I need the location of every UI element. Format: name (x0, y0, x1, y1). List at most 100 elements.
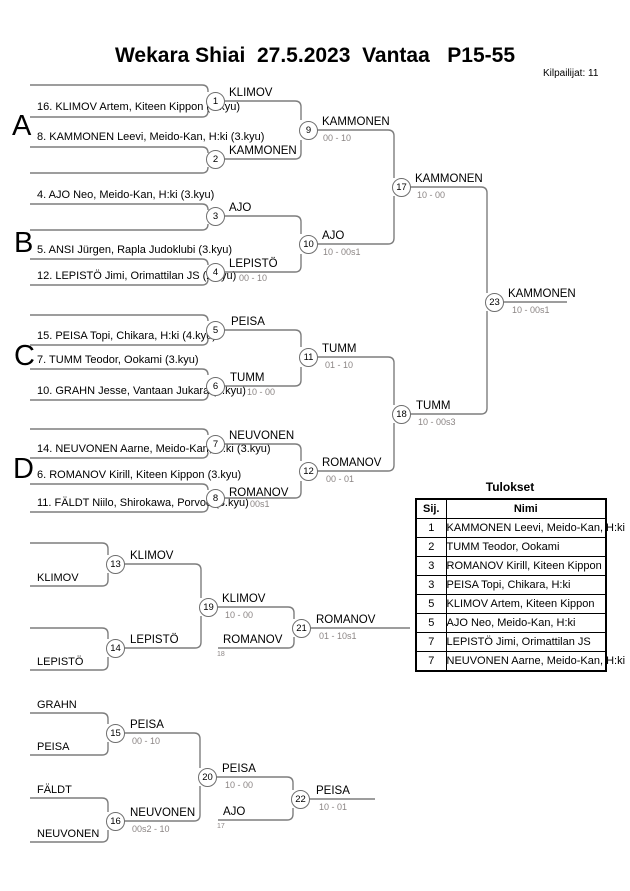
result-name: ROMANOV Kirill, Kiteen Kippon (445, 556, 607, 576)
pool-label-d: D (13, 453, 34, 485)
result-row-2: 2 TUMM Teodor, Ookami (415, 537, 607, 557)
pool-label-c: C (14, 340, 35, 372)
match-15-circle: 15 (106, 724, 125, 743)
repechage-feed-ajo-source: 17 (217, 823, 225, 830)
match-6-winner: TUMM (230, 372, 265, 384)
results-table: Sij. Nimi 1 KAMMONEN Leevi, Meido-Kan, H… (415, 498, 625, 672)
match-9-winner: KAMMONEN (322, 116, 390, 128)
match-16-circle: 16 (106, 812, 125, 831)
match-23-winner: KAMMONEN (508, 288, 576, 300)
entrant-ansi: 5. ANSI Jürgen, Rapla Judoklubi (3.kyu) (37, 244, 233, 256)
entrant-faldt: 11. FÄLDT Niilo, Shirokawa, Porvoo (3.ky… (37, 497, 249, 509)
match-18-winner: TUMM (416, 400, 451, 412)
result-row-7: 7 LEPISTÖ Jimi, Orimattilan JS (415, 632, 607, 652)
entrant-grahn: 10. GRAHN Jesse, Vantaan Jukara (4.kyu) (37, 385, 246, 397)
match-5-winner: PEISA (231, 316, 265, 328)
match-16-score: 00s2 - 10 (132, 824, 170, 834)
entrant-romanov: 6. ROMANOV Kirill, Kiteen Kippon (3.kyu) (37, 469, 242, 481)
entrant-peisa: 15. PEISA Topi, Chikara, H:ki (4.kyu) (37, 330, 216, 342)
match-11-winner: TUMM (322, 343, 357, 355)
match-1-winner: KLIMOV (229, 87, 273, 99)
competitors-count: Kilpailijat: 11 (543, 68, 599, 79)
result-row-3: 3 ROMANOV Kirill, Kiteen Kippon (415, 556, 607, 576)
match-14-winner: LEPISTÖ (130, 634, 179, 646)
match-8-circle: 8 (206, 489, 225, 508)
match-15-winner: PEISA (130, 719, 164, 731)
match-11-circle: 11 (299, 348, 318, 367)
repechage-entrant-grahn: GRAHN (37, 699, 77, 711)
match-19-circle: 19 (199, 598, 218, 617)
repechage-entrant-neuvonen: NEUVONEN (37, 828, 100, 840)
match-17-winner: KAMMONEN (415, 173, 483, 185)
match-9-circle: 9 (299, 121, 318, 140)
match-10-score: 10 - 00s1 (323, 247, 361, 257)
entrant-ajo: 4. AJO Neo, Meido-Kan, H:ki (3.kyu) (37, 189, 215, 201)
result-row-8: 7 NEUVONEN Aarne, Meido-Kan, H:ki (415, 651, 625, 672)
match-13-winner: KLIMOV (130, 550, 174, 562)
match-9-score: 00 - 10 (323, 133, 352, 143)
match-8-score: 00s1 (250, 499, 270, 509)
match-18-score: 10 - 00s3 (418, 417, 456, 427)
match-16-winner: NEUVONEN (130, 807, 196, 819)
repechage-feed-romanov-source: 18 (217, 651, 225, 658)
match-4-circle: 4 (206, 263, 225, 282)
match-17-score: 10 - 00 (417, 190, 446, 200)
match-21-circle: 21 (292, 619, 311, 638)
entrant-klimov: 16. KLIMOV Artem, Kiteen Kippon (3.kyu) (37, 101, 240, 113)
results-title: Tulokset (485, 480, 535, 494)
match-4-winner: LEPISTÖ (229, 258, 278, 270)
match-19-score: 10 - 00 (225, 610, 254, 620)
match-13-circle: 13 (106, 555, 125, 574)
repechage-entrant-faldt: FÄLDT (37, 784, 72, 796)
match-20-score: 10 - 00 (225, 780, 254, 790)
page-title: Wekara Shiai 27.5.2023 Vantaa P15-55 (114, 44, 516, 67)
entrant-kammonen: 8. KAMMONEN Leevi, Meido-Kan, H:ki (3.ky… (37, 131, 265, 143)
result-row-4: 3 PEISA Topi, Chikara, H:ki (415, 575, 607, 595)
match-20-circle: 20 (198, 768, 217, 787)
match-4-score: 00 - 10 (239, 273, 268, 283)
entrant-lepisto: 12. LEPISTÖ Jimi, Orimattilan JS (2.kyu) (37, 270, 237, 282)
match-6-circle: 6 (206, 377, 225, 396)
match-5-circle: 5 (206, 321, 225, 340)
match-22-winner: PEISA (316, 785, 350, 797)
match-22-score: 10 - 01 (319, 802, 348, 812)
repechage-entrant-peisa: PEISA (37, 741, 70, 753)
match-12-score: 00 - 01 (326, 474, 355, 484)
result-row-5: 5 KLIMOV Artem, Kiteen Kippon (415, 594, 607, 614)
repechage-lines (30, 542, 410, 843)
repechage-feed-ajo: AJO (223, 806, 246, 818)
match-20-winner: PEISA (222, 763, 256, 775)
match-23-circle: 23 (485, 293, 504, 312)
result-name: NEUVONEN Aarne, Meido-Kan, H:ki (445, 651, 625, 672)
match-7-circle: 7 (206, 435, 225, 454)
match-2-circle: 2 (206, 150, 225, 169)
match-10-circle: 10 (299, 235, 318, 254)
match-15-score: 00 - 10 (132, 736, 161, 746)
match-2-winner: KAMMONEN (229, 145, 297, 157)
match-23-score: 10 - 00s1 (512, 305, 550, 315)
match-8-winner: ROMANOV (229, 487, 289, 499)
match-17-circle: 17 (392, 178, 411, 197)
match-18-circle: 18 (392, 405, 411, 424)
repechage-entrant-klimov: KLIMOV (37, 572, 79, 584)
pool-label-a: A (12, 110, 32, 142)
match-12-circle: 12 (299, 462, 318, 481)
match-14-circle: 14 (106, 639, 125, 658)
match-7-winner: NEUVONEN (229, 430, 295, 442)
main-bracket-lines (30, 84, 567, 513)
match-19-winner: KLIMOV (222, 593, 266, 605)
match-12-winner: ROMANOV (322, 457, 382, 469)
match-6-score: 10 - 00 (247, 387, 276, 397)
match-10-winner: AJO (322, 230, 345, 242)
match-22-circle: 22 (291, 790, 310, 809)
match-3-circle: 3 (206, 207, 225, 226)
match-21-winner: ROMANOV (316, 614, 376, 626)
entrant-tumm: 7. TUMM Teodor, Ookami (3.kyu) (37, 354, 199, 366)
pool-label-b: B (14, 227, 34, 259)
match-1-circle: 1 (206, 92, 225, 111)
match-21-score: 01 - 10s1 (319, 631, 357, 641)
match-3-winner: AJO (229, 202, 252, 214)
repechage-entrant-lepisto: LEPISTÖ (37, 656, 84, 668)
